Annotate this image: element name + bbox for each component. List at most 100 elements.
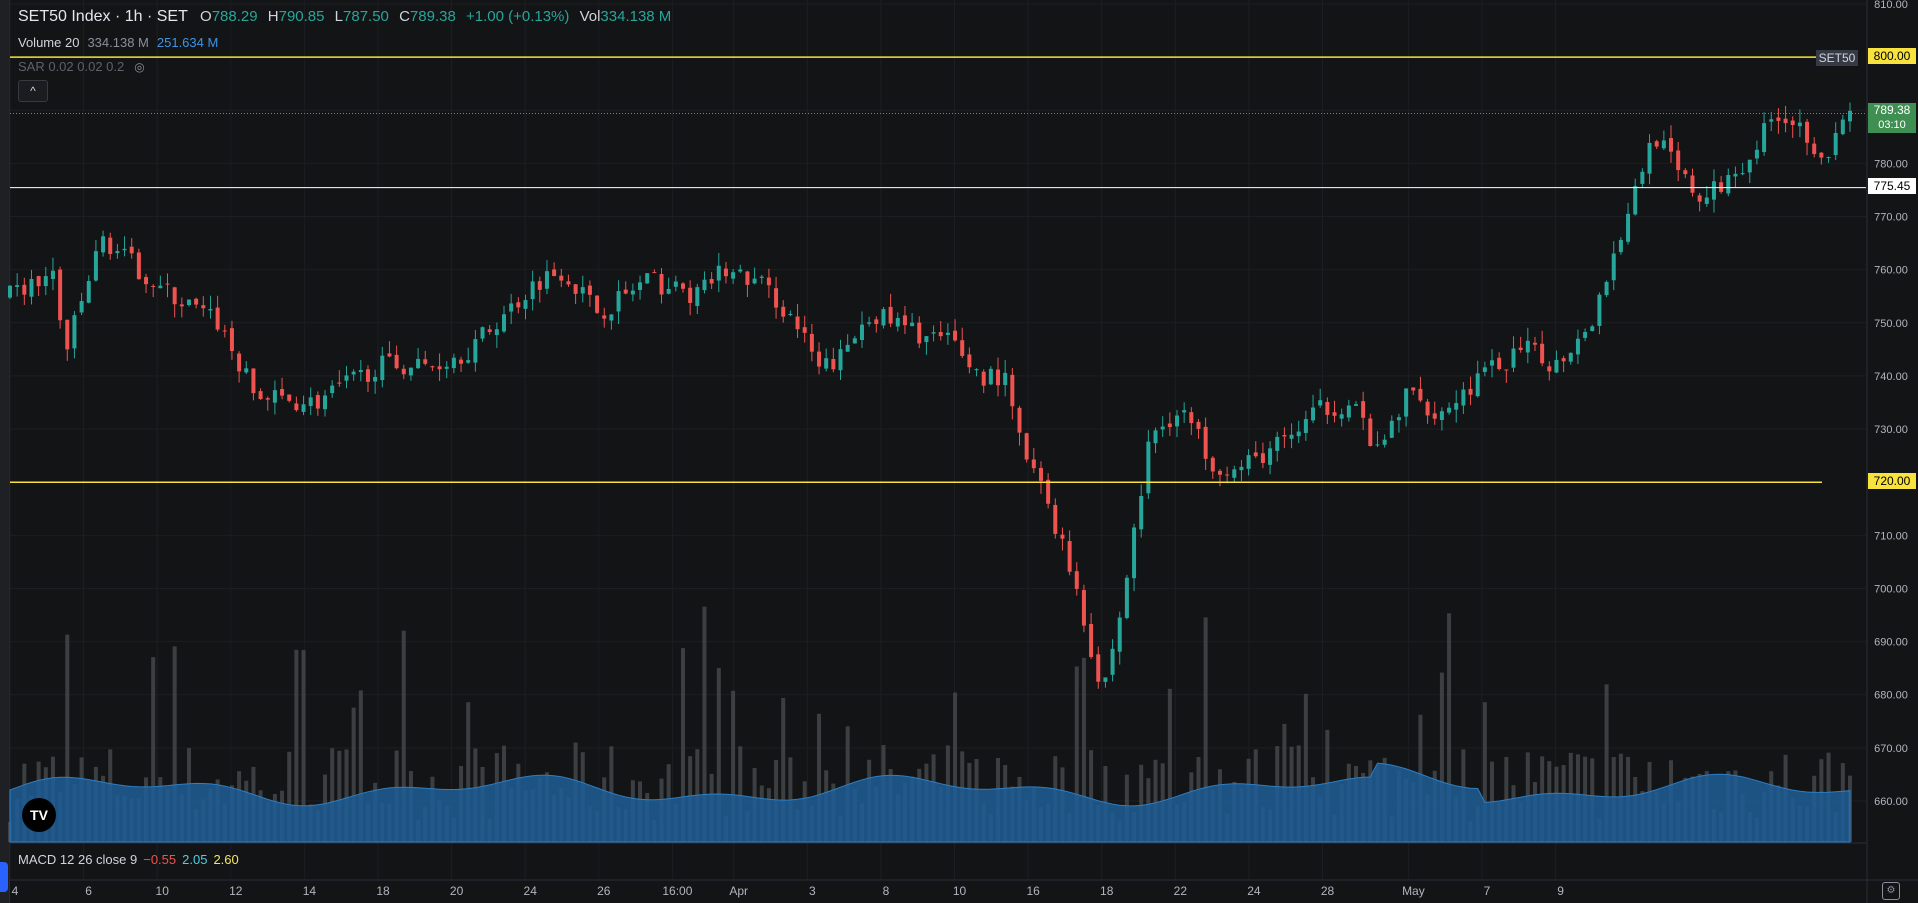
price-axis[interactable]: 810.00790.00780.00770.00760.00750.00740.… [1874, 0, 1908, 808]
open-label: O [200, 8, 212, 25]
candle-body [208, 308, 213, 311]
candle-body [1246, 455, 1251, 469]
candle-body [301, 404, 306, 412]
candle-body [1418, 388, 1423, 401]
candle-body [358, 369, 363, 373]
candle-body [766, 277, 771, 286]
candle-body [1747, 159, 1752, 173]
candle-body [1726, 174, 1731, 194]
candle-body [1339, 414, 1344, 419]
volume-bar [738, 746, 743, 842]
candle-body [516, 302, 521, 308]
candle-body [365, 369, 370, 382]
candle-body [666, 288, 671, 294]
candle-body [673, 281, 678, 287]
candle-body [1697, 195, 1702, 202]
candle-body [265, 398, 270, 400]
candle-body [1074, 571, 1079, 589]
candle-body [36, 276, 41, 287]
volume-bar [351, 707, 356, 842]
candle-body [1583, 331, 1588, 338]
time-axis[interactable]: 4 6 10 12 14 18 20 24 26 16:00 Apr 3 8 10 16 18 22 24 28 Ma… [12, 884, 1565, 898]
candle-body [144, 277, 149, 285]
candle-body [1776, 117, 1781, 121]
candle-body [1447, 407, 1452, 413]
candle-body [974, 369, 979, 371]
candle-body [881, 309, 886, 326]
volume-indicator-legend[interactable]: Volume 20 334.138 M 251.634 M [18, 35, 218, 50]
candle-body [1225, 474, 1230, 476]
candle-body [1232, 469, 1237, 478]
candle-body [1432, 413, 1437, 419]
symbol-title[interactable]: SET50 Index · 1h · SET [18, 8, 188, 25]
candle-body [1597, 294, 1602, 326]
gear-icon[interactable]: ⚙ [1882, 882, 1900, 900]
candle-body [258, 391, 263, 400]
drawer-handle[interactable] [0, 862, 8, 892]
candle-body [215, 307, 220, 330]
candle-body [1382, 439, 1387, 445]
volume-bar [330, 748, 335, 842]
candle-body [1497, 357, 1502, 370]
candle-body [1676, 150, 1681, 171]
candle-body [509, 303, 514, 312]
collapse-legend-button[interactable]: ^ [18, 80, 48, 102]
tradingview-logo[interactable]: TV [22, 798, 56, 832]
candle-body [1217, 470, 1222, 475]
candle-body [1318, 400, 1323, 406]
candle-body [1468, 388, 1473, 395]
candle-body [902, 315, 907, 326]
candle-body [1711, 181, 1716, 200]
candle-body [466, 360, 471, 363]
sar-indicator-label: SAR 0.02 0.02 0.2 [18, 59, 125, 74]
candle-body [1146, 441, 1151, 494]
volume-bar [1447, 613, 1452, 842]
candle-body [1282, 435, 1287, 437]
volume-bar [301, 650, 306, 842]
candle-body [1669, 138, 1674, 152]
candle-body [938, 331, 943, 337]
volume-bar [817, 713, 822, 842]
candle-body [1010, 374, 1015, 407]
time-tick-label: 9 [1557, 884, 1564, 898]
time-tick-label: 8 [883, 884, 890, 898]
candle-body [1525, 340, 1530, 353]
candle-body [337, 382, 342, 384]
volume-bar [1074, 666, 1079, 842]
candle-body [387, 353, 392, 357]
price-tag-775: 775.45 [1868, 178, 1916, 194]
candle-body [129, 246, 134, 254]
time-tick-label: 26 [597, 884, 611, 898]
time-tick-label: 10 [156, 884, 170, 898]
time-tick-label: 4 [12, 884, 19, 898]
candle-body [8, 285, 12, 298]
volume-bar [1139, 764, 1144, 842]
candle-body [795, 316, 800, 330]
candle-body [688, 287, 693, 303]
candle-body [1175, 415, 1180, 427]
bar-countdown: 03:10 [1878, 119, 1906, 131]
candle-body [1454, 403, 1459, 410]
time-tick-label: 24 [1247, 884, 1261, 898]
candle-body [645, 273, 650, 284]
volume-bar [1303, 693, 1308, 842]
candle-body [1253, 452, 1258, 457]
candle-body [1575, 338, 1580, 355]
macd-histogram-value: 2.60 [213, 852, 239, 867]
candle-body [15, 285, 20, 287]
eye-hidden-icon[interactable]: ◎ [134, 60, 145, 74]
candle-body [996, 369, 1001, 386]
sar-indicator-legend[interactable]: SAR 0.02 0.02 0.2 ◎ [18, 59, 145, 74]
candle-body [444, 366, 449, 369]
candle-body [702, 279, 707, 291]
candle-body [1604, 281, 1609, 296]
candle-body [1647, 142, 1652, 174]
time-tick-label: 24 [524, 884, 538, 898]
candle-body [580, 287, 585, 294]
price-tick-label: 750.00 [1874, 318, 1908, 330]
candle-body [380, 355, 385, 381]
volume-bar [1604, 684, 1609, 842]
macd-legend[interactable]: MACD 12 26 close 9 −0.55 2.05 2.60 [18, 852, 239, 867]
candle-body [1153, 430, 1158, 444]
